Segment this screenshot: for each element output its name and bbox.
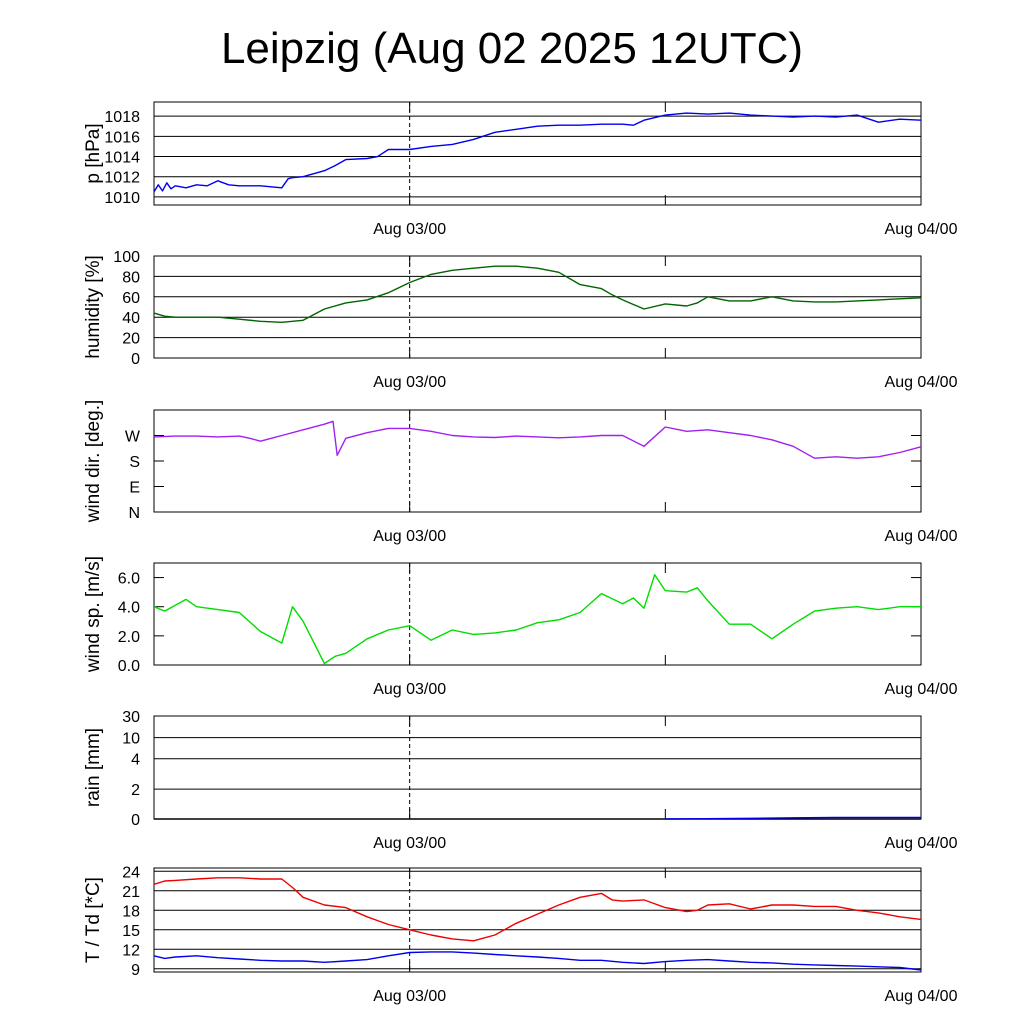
y-tick-label: 40 [122, 310, 140, 327]
y-tick-label: 2.0 [118, 629, 140, 646]
y-tick-label: 0 [131, 351, 140, 368]
y-tick-label: S [129, 454, 140, 471]
y-tick-label: 9 [131, 962, 140, 979]
panel-frame [153, 562, 922, 666]
y-tick-label: 12 [122, 942, 140, 959]
y-tick-label: 1018 [104, 109, 140, 126]
y-axis-label: T / Td [*C] [83, 877, 104, 963]
y-tick-label: 1010 [104, 190, 140, 207]
y-tick-label: 15 [122, 923, 140, 940]
x-tick-label: Aug 03/00 [373, 528, 446, 545]
series-line-1 [153, 420, 922, 459]
series-line-2 [153, 951, 922, 971]
y-tick-label: N [128, 505, 140, 522]
y-tick-label: 60 [122, 290, 140, 307]
series-line-1 [153, 265, 922, 323]
y-axis-label: p [hPa] [83, 123, 104, 183]
x-tick-label: Aug 04/00 [885, 221, 958, 238]
y-tick-label: 18 [122, 903, 140, 920]
panel-frame [153, 409, 922, 513]
y-tick-label: 100 [113, 249, 140, 266]
y-tick-label: 80 [122, 269, 140, 286]
y-tick-label: 6.0 [118, 571, 140, 588]
y-tick-label: 1014 [104, 150, 140, 167]
y-tick-label: 20 [122, 331, 140, 348]
y-tick-label: 21 [122, 884, 140, 901]
x-tick-label: Aug 03/00 [373, 681, 446, 698]
x-tick-label: Aug 04/00 [885, 528, 958, 545]
y-tick-label: 1016 [104, 129, 140, 146]
y-tick-label: 24 [122, 864, 140, 881]
y-axis-label: wind dir. [deg.] [83, 400, 104, 524]
series-line-1 [153, 574, 921, 665]
x-tick-label: Aug 04/00 [885, 835, 958, 852]
y-axis-label: rain [mm] [83, 728, 104, 807]
x-tick-label: Aug 03/00 [373, 988, 446, 1005]
panel-frame [153, 101, 922, 206]
y-tick-label: 4 [131, 752, 140, 769]
x-tick-label: Aug 03/00 [373, 374, 446, 391]
x-tick-label: Aug 04/00 [885, 681, 958, 698]
chart-title: Leipzig (Aug 02 2025 12UTC) [220, 24, 804, 73]
x-tick-label: Aug 03/00 [373, 221, 446, 238]
x-tick-label: Aug 04/00 [885, 988, 958, 1005]
series-line-1 [153, 112, 922, 193]
panel-frame [153, 867, 922, 973]
panel-frame [153, 255, 922, 359]
panel-frame [153, 715, 922, 820]
y-tick-label: 30 [122, 709, 140, 726]
y-tick-label: 10 [122, 731, 140, 748]
y-tick-label: 1012 [104, 170, 140, 187]
x-tick-label: Aug 03/00 [373, 835, 446, 852]
y-tick-label: 0.0 [118, 658, 140, 675]
y-tick-label: W [125, 429, 141, 446]
x-tick-label: Aug 04/00 [885, 374, 958, 391]
y-axis-label: wind sp. [m/s] [83, 556, 104, 673]
y-tick-label: 2 [131, 782, 140, 799]
series-line-2 [665, 816, 921, 820]
series-line-1 [153, 877, 922, 942]
y-tick-label: 4.0 [118, 600, 140, 617]
y-axis-label: humidity [%] [83, 255, 104, 358]
y-tick-label: E [129, 480, 140, 497]
y-tick-label: 0 [131, 812, 140, 829]
